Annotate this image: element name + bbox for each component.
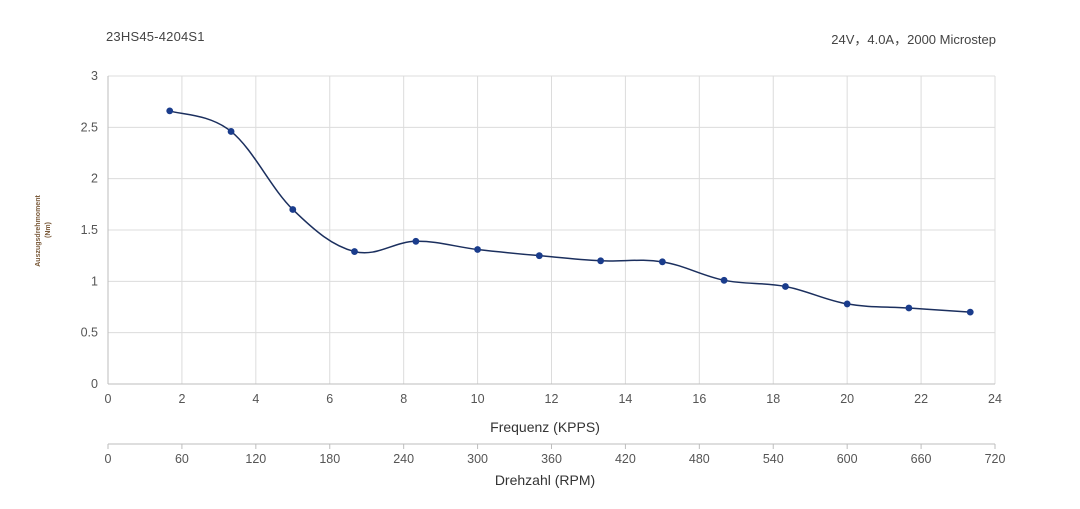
x-tick-label: 2 bbox=[178, 392, 185, 406]
x2-tick-label: 600 bbox=[837, 452, 858, 466]
data-point bbox=[597, 257, 605, 265]
x-tick-label: 16 bbox=[692, 392, 706, 406]
x2-tick-label: 660 bbox=[911, 452, 932, 466]
x-tick-label: 6 bbox=[326, 392, 333, 406]
x-tick-label: 8 bbox=[400, 392, 407, 406]
x-tick-label: 12 bbox=[545, 392, 559, 406]
x-tick-label: 4 bbox=[252, 392, 259, 406]
axes bbox=[107, 76, 996, 449]
data-point bbox=[966, 308, 974, 316]
x2-tick-label: 360 bbox=[541, 452, 562, 466]
y-tick-label: 1.5 bbox=[81, 223, 98, 237]
data-point bbox=[782, 283, 789, 290]
y-tick-label: 2.5 bbox=[81, 120, 98, 134]
data-point bbox=[843, 300, 851, 308]
data-point bbox=[289, 206, 297, 213]
y-tick-label: 0 bbox=[91, 377, 98, 391]
data-point bbox=[720, 276, 728, 284]
data-point bbox=[474, 246, 481, 253]
x2-tick-label: 540 bbox=[763, 452, 784, 466]
data-point bbox=[227, 128, 235, 135]
x2-tick-label: 300 bbox=[467, 452, 488, 466]
y-tick-label: 1 bbox=[91, 274, 98, 288]
grid-lines bbox=[108, 75, 996, 384]
drive-spec-label: 24V，4.0A，2000 Microstep bbox=[831, 32, 996, 47]
x-tick-label: 20 bbox=[840, 392, 854, 406]
data-point bbox=[905, 304, 913, 312]
data-point bbox=[535, 252, 543, 260]
data-points bbox=[166, 107, 974, 316]
x2-tick-label: 720 bbox=[985, 452, 1006, 466]
x2-tick-label: 240 bbox=[393, 452, 414, 466]
x-tick-label: 22 bbox=[914, 392, 928, 406]
y-tick-labels: 0 0.5 1 1.5 2 2.5 3 bbox=[81, 69, 98, 391]
x-tick-label: 14 bbox=[618, 392, 632, 406]
y-tick-label: 3 bbox=[91, 69, 98, 83]
x2-tick-label: 0 bbox=[105, 452, 112, 466]
data-point bbox=[351, 248, 358, 255]
x2-tick-label: 120 bbox=[245, 452, 266, 466]
x-tick-labels: 0 2 4 6 8 10 12 14 16 18 20 22 24 bbox=[105, 392, 1002, 406]
x2-tick-label: 420 bbox=[615, 452, 636, 466]
x-tick-label: 18 bbox=[766, 392, 780, 406]
data-point bbox=[166, 107, 174, 115]
x2-axis-title: Drehzahl (RPM) bbox=[495, 472, 595, 488]
data-point bbox=[412, 237, 420, 245]
y-axis-title: Auszugsdrehmoment (Nm) bbox=[35, 193, 52, 267]
series-line bbox=[169, 110, 971, 313]
data-point bbox=[658, 258, 666, 266]
motor-model-label: 23HS45-4204S1 bbox=[106, 29, 205, 44]
x2-tick-label: 480 bbox=[689, 452, 710, 466]
x-tick-label: 0 bbox=[105, 392, 112, 406]
y-tick-label: 0.5 bbox=[81, 326, 98, 340]
x2-tick-label: 180 bbox=[319, 452, 340, 466]
x-tick-label: 10 bbox=[471, 392, 485, 406]
x-axis-title: Frequenz (KPPS) bbox=[490, 419, 600, 435]
x-tick-label: 24 bbox=[988, 392, 1002, 406]
x2-tick-label: 60 bbox=[175, 452, 189, 466]
x2-tick-labels: 0 60 120 180 240 300 360 420 480 540 600 660 720 bbox=[105, 452, 1006, 466]
y-tick-label: 2 bbox=[91, 172, 98, 186]
